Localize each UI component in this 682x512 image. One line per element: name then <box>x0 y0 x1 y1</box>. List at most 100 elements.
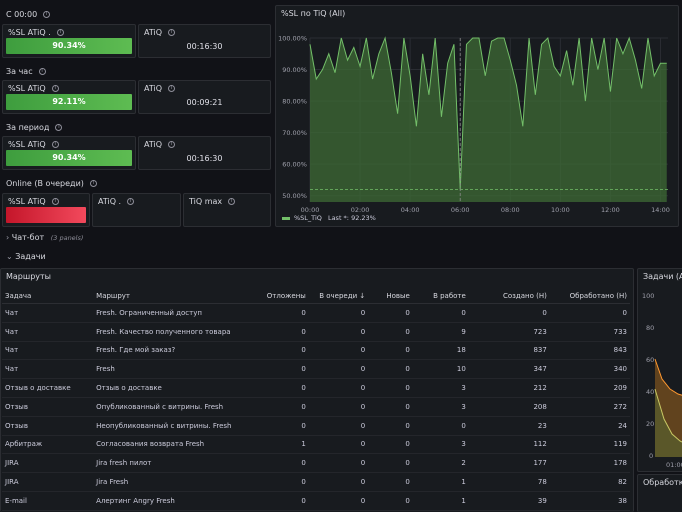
column-header[interactable]: Создано (Н) <box>468 288 550 304</box>
atiq-panel-3[interactable]: ATiQ i 00:16:30 <box>138 136 271 170</box>
x-tick-label: 04:00 <box>401 206 420 214</box>
atiq-panel-1[interactable]: ATiQ i 00:16:30 <box>138 24 271 58</box>
table-cell: Jira fresh пилот <box>93 453 246 474</box>
table-row[interactable]: Отзыв Неопубликованный с витрины. Fresh 0 0… <box>2 416 630 436</box>
info-icon[interactable]: i <box>168 85 176 92</box>
table-row[interactable]: Отзыв Опубликованный с витрины. Fresh 0 0 0 3… <box>2 397 630 417</box>
sl-atiq-panel-1[interactable]: %SL ATiQ . i 90.34% <box>2 24 136 58</box>
chart-legend[interactable]: %SL_TiQ Last *: 92.23% <box>282 214 376 222</box>
info-icon[interactable]: i <box>51 85 59 92</box>
table-row[interactable]: Отзыв о доставке Отзыв о доставке 0 0 0 3 212 2… <box>2 378 630 398</box>
table-cell: 0 <box>368 397 413 417</box>
table-cell: 0 <box>245 378 309 398</box>
panel-title: ATiQ <box>144 140 163 149</box>
table-cell: 24 <box>549 416 630 436</box>
row-panel-count: (3 panels) <box>50 234 84 242</box>
table-row[interactable]: Чат Fresh. Ограниченный доступ 0 0 0 0 0 0 <box>2 303 630 323</box>
table-cell: 0 <box>368 491 413 511</box>
info-icon[interactable]: i <box>38 68 46 75</box>
x-tick-label: 08:00 <box>501 206 520 214</box>
table-row[interactable]: JIRA Jira Fresh 0 0 0 1 78 82 <box>2 472 630 492</box>
tiq-max-panel[interactable]: TiQ max i <box>183 193 271 227</box>
sl-value-bar: 90.34% <box>6 38 132 54</box>
sl-timeseries-chart[interactable]: 100.00% 90.00% 80.00% 70.00% 60.00% 50.00% 00:… <box>276 6 678 226</box>
row-chatbot-toggle[interactable]: › Чат-бот (3 panels) <box>6 233 83 242</box>
table-cell: 82 <box>549 472 630 492</box>
row-tasks-toggle[interactable]: ⌄ Задачи <box>6 252 46 261</box>
table-cell: 0 <box>549 303 630 323</box>
routes-table: Задача Маршрут Отложены В очереди ↓ Новые В р… <box>2 288 630 511</box>
table-cell: 39 <box>468 491 550 511</box>
table-cell: 0 <box>245 322 309 342</box>
legend-swatch <box>282 216 290 220</box>
y-tick-label: 50.00% <box>282 192 307 200</box>
table-cell: JIRA <box>2 472 94 492</box>
sl-atiq-panel-2[interactable]: %SL ATiQ i 92.11% <box>2 80 136 114</box>
info-icon[interactable]: i <box>168 29 176 36</box>
panel-title: ATiQ . <box>98 197 122 206</box>
info-icon[interactable]: i <box>51 141 59 148</box>
table-cell: 837 <box>468 341 550 361</box>
table-cell: 112 <box>468 435 550 455</box>
x-tick-label: 00:00 <box>301 206 320 214</box>
table-cell: 9 <box>412 322 469 342</box>
info-icon[interactable]: i <box>56 29 64 36</box>
info-icon[interactable]: i <box>89 180 97 187</box>
table-row[interactable]: Чат Fresh. Качество полученного товара 0 0 0… <box>2 322 630 342</box>
info-icon[interactable]: i <box>168 141 176 148</box>
table-cell: 3 <box>412 435 469 455</box>
table-cell: 0 <box>245 416 309 436</box>
processing-panel[interactable]: Обработка <box>637 474 682 512</box>
table-cell: Алертинг Angry Fresh <box>93 491 246 511</box>
tasks-all-chart[interactable]: 100 80 60 40 20 0 01:00 <box>638 269 682 473</box>
x-tick-label: 02:00 <box>351 206 370 214</box>
row-title: Задачи <box>15 252 46 261</box>
column-header[interactable]: Задача <box>2 288 94 304</box>
table-cell: 0 <box>368 453 413 474</box>
column-header[interactable]: Обработано (Н) <box>549 288 630 304</box>
table-cell: 0 <box>412 303 469 323</box>
table-cell: 0 <box>368 359 413 380</box>
info-icon[interactable]: i <box>43 11 51 18</box>
table-cell: 0 <box>245 341 309 361</box>
sl-timeseries-panel[interactable]: %SL по TiQ (All) 100.00% 90.00% 80.00% 70.0… <box>275 5 679 227</box>
table-cell: 177 <box>468 453 550 474</box>
atiq-value: 00:16:30 <box>186 42 223 51</box>
sl-atiq-panel-online[interactable]: %SL ATiQ i <box>2 193 90 227</box>
info-icon[interactable]: i <box>55 124 63 131</box>
sl-atiq-panel-3[interactable]: %SL ATiQ i 90.34% <box>2 136 136 170</box>
table-cell: Отзыв о доставке <box>2 378 94 398</box>
atiq-panel-online[interactable]: ATiQ . i <box>92 193 181 227</box>
table-cell: Чат <box>2 322 94 342</box>
panel-title: %SL по TiQ (All) <box>281 9 346 18</box>
column-header[interactable]: Новые <box>368 288 413 304</box>
table-cell: E-mail <box>2 491 94 511</box>
atiq-panel-2[interactable]: ATiQ i 00:09:21 <box>138 80 271 114</box>
column-header[interactable]: В работе <box>412 288 469 304</box>
y-tick: 80 <box>646 324 654 332</box>
info-icon[interactable]: i <box>51 198 59 205</box>
info-icon[interactable]: i <box>127 198 135 205</box>
sl-value-bar: 90.34% <box>6 150 132 166</box>
y-tick-label: 90.00% <box>282 66 307 74</box>
table-cell: 209 <box>549 378 630 398</box>
info-icon[interactable]: i <box>228 198 236 205</box>
table-cell: 0 <box>308 378 369 398</box>
table-row[interactable]: E-mail Алертинг Angry Fresh 0 0 0 1 39 38 <box>2 491 630 511</box>
table-row[interactable]: JIRA Jira fresh пилот 0 0 0 2 177 178 <box>2 453 630 474</box>
table-cell: 3 <box>412 378 469 398</box>
column-header[interactable]: В очереди ↓ <box>308 288 369 304</box>
table-cell: 23 <box>468 416 550 436</box>
table-cell: Jira Fresh <box>93 472 246 492</box>
sl-value-bar <box>6 207 86 223</box>
table-cell: 0 <box>308 491 369 511</box>
tasks-all-panel[interactable]: Задачи (All) 100 80 60 40 20 0 01:00 <box>637 268 682 472</box>
column-header[interactable]: Маршрут <box>93 288 246 304</box>
table-row[interactable]: Чат Fresh. Где мой заказ? 0 0 0 18 837 843 <box>2 341 630 361</box>
panel-title: %SL ATiQ <box>8 84 46 93</box>
table-row[interactable]: Арбитраж Согласования возврата Fresh 1 0 0 3 1… <box>2 435 630 455</box>
y-tick: 100 <box>642 292 654 300</box>
table-cell: 1 <box>412 472 469 492</box>
table-row[interactable]: Чат Fresh 0 0 0 10 347 340 <box>2 359 630 380</box>
column-header[interactable]: Отложены <box>245 288 309 304</box>
